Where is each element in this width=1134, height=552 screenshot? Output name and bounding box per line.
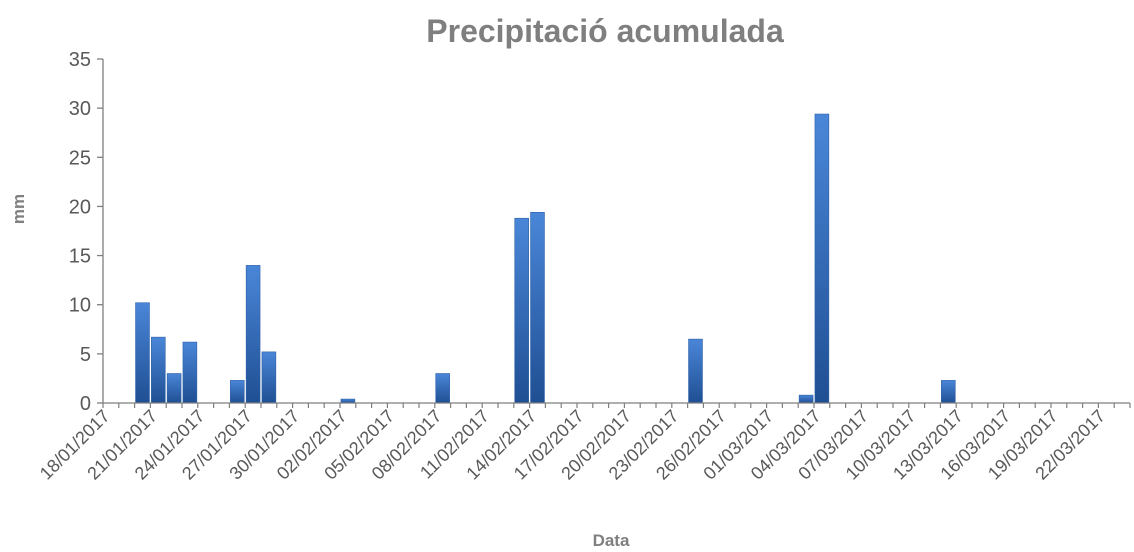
bar — [798, 394, 814, 404]
y-axis: 0 5 10 15 20 25 30 35 — [69, 49, 104, 415]
y-tick-label: 10 — [69, 295, 91, 317]
y-tick-label: 0 — [80, 393, 91, 415]
bar — [530, 212, 545, 404]
y-tick-label: 35 — [69, 49, 91, 71]
x-axis: 18/01/201721/01/201724/01/201727/01/2017… — [36, 402, 1131, 484]
y-tick-label: 15 — [69, 246, 91, 268]
bar — [135, 302, 150, 404]
y-tick-label: 25 — [69, 147, 91, 169]
bar — [941, 380, 956, 404]
y-tick-label: 20 — [69, 196, 91, 218]
bar — [814, 113, 830, 404]
y-axis-title: mm — [9, 194, 28, 224]
bar — [182, 341, 198, 404]
bars-group — [135, 113, 956, 404]
x-axis-title: Data — [593, 531, 630, 550]
bar — [435, 373, 450, 404]
chart-title: Precipitació acumulada — [426, 13, 784, 49]
bar — [151, 336, 166, 404]
bar — [261, 351, 277, 404]
y-tick-label: 5 — [80, 344, 91, 366]
bar — [514, 217, 529, 404]
bar — [688, 338, 703, 404]
bar — [166, 373, 182, 404]
bar — [245, 265, 261, 404]
bar — [230, 380, 245, 404]
y-tick-label: 30 — [69, 98, 91, 120]
